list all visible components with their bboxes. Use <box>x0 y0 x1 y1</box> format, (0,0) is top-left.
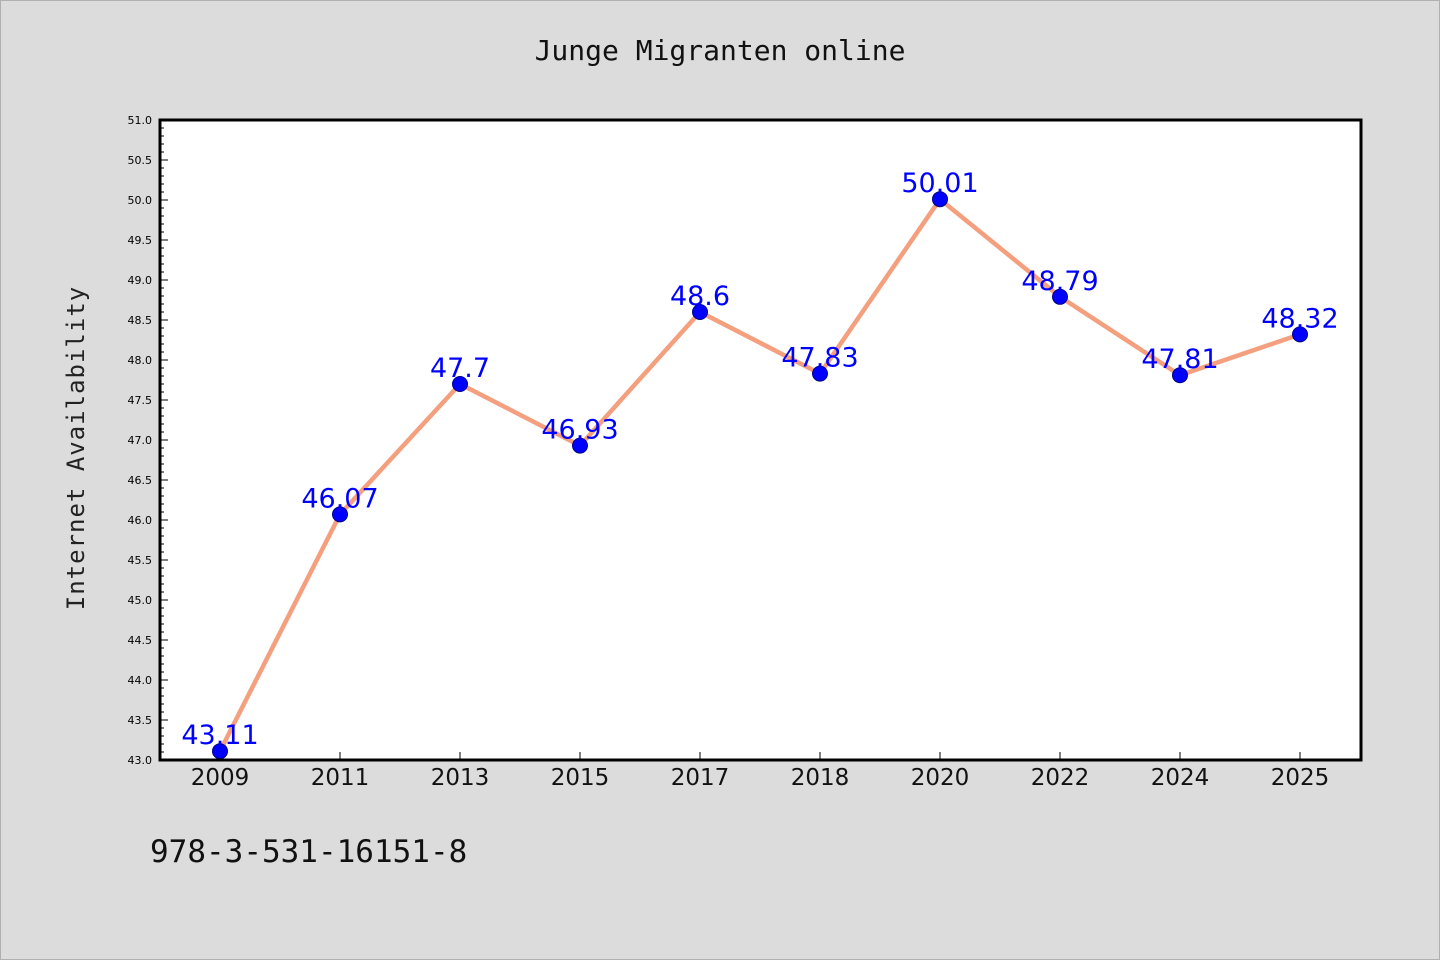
data-point <box>1172 367 1188 384</box>
data-label: 46.07 <box>301 483 378 514</box>
x-tick-labels: 2009 2011 2013 2015 2017 2018 2020 2022 2024 2025 <box>191 765 1330 791</box>
data-label: 47.7 <box>430 353 490 384</box>
y-tick-label: 47.0 <box>128 434 153 447</box>
x-tick-label: 2017 <box>671 765 730 791</box>
data-point <box>1292 326 1308 343</box>
series-line <box>217 196 1303 754</box>
data-labels: 43.11 46.07 47.7 46.93 48.6 47.83 50.01 48.79 47… <box>181 168 1338 751</box>
isbn-text: 978-3-531-16151-8 <box>150 834 468 870</box>
data-point <box>1052 288 1068 305</box>
x-tick-label: 2009 <box>191 765 250 791</box>
chart-title: Junge Migranten online <box>534 34 906 67</box>
data-label: 50.01 <box>901 168 978 199</box>
data-point <box>572 437 588 454</box>
x-tick-label: 2015 <box>551 765 610 791</box>
data-point <box>812 365 828 382</box>
data-label: 47.83 <box>781 343 858 374</box>
y-tick-label: 50.5 <box>128 154 153 167</box>
data-point <box>452 376 468 392</box>
plot-area <box>160 120 1361 760</box>
data-markers <box>212 191 1308 760</box>
data-label: 43.11 <box>181 720 258 751</box>
x-tick-label: 2018 <box>791 765 850 791</box>
x-tick-label: 2025 <box>1271 765 1330 791</box>
y-tick-label: 48.5 <box>128 314 153 327</box>
y-tick-label: 46.0 <box>128 514 153 527</box>
data-label: 46.93 <box>541 415 618 446</box>
data-label: 48.79 <box>1021 266 1098 297</box>
y-tick-labels: 43.0 43.5 44.0 44.5 45.0 45.5 46.0 46.5 47.0 47.5… <box>128 114 153 767</box>
y-tick-label: 48.0 <box>128 354 153 367</box>
data-label: 48.6 <box>670 281 730 312</box>
x-tick-label: 2024 <box>1151 765 1210 791</box>
data-point <box>332 506 348 523</box>
x-tick-label: 2020 <box>911 765 970 791</box>
y-tick-label: 49.0 <box>128 274 153 287</box>
plot-border <box>158 118 1363 762</box>
y-tick-label: 49.5 <box>128 234 153 247</box>
y-tick-label: 50.0 <box>128 194 153 207</box>
y-tick-label: 43.5 <box>128 714 153 727</box>
data-point <box>932 191 948 208</box>
y-tick-label: 47.5 <box>128 394 153 407</box>
y-tick-label: 51.0 <box>128 114 153 127</box>
y-tick-label: 46.5 <box>128 474 153 487</box>
x-tick-label: 2022 <box>1031 765 1090 791</box>
data-point <box>692 304 708 320</box>
y-tick-label: 44.5 <box>128 634 153 647</box>
x-tick-label: 2011 <box>311 765 370 791</box>
y-tick-label: 45.5 <box>128 554 153 567</box>
y-tick-label: 43.0 <box>128 754 153 767</box>
data-label: 47.81 <box>1141 344 1218 375</box>
x-tick-label: 2013 <box>431 765 490 791</box>
y-tick-label: 44.0 <box>128 674 153 687</box>
data-label: 48.32 <box>1261 303 1338 334</box>
y-tick-label: 45.0 <box>128 594 153 607</box>
